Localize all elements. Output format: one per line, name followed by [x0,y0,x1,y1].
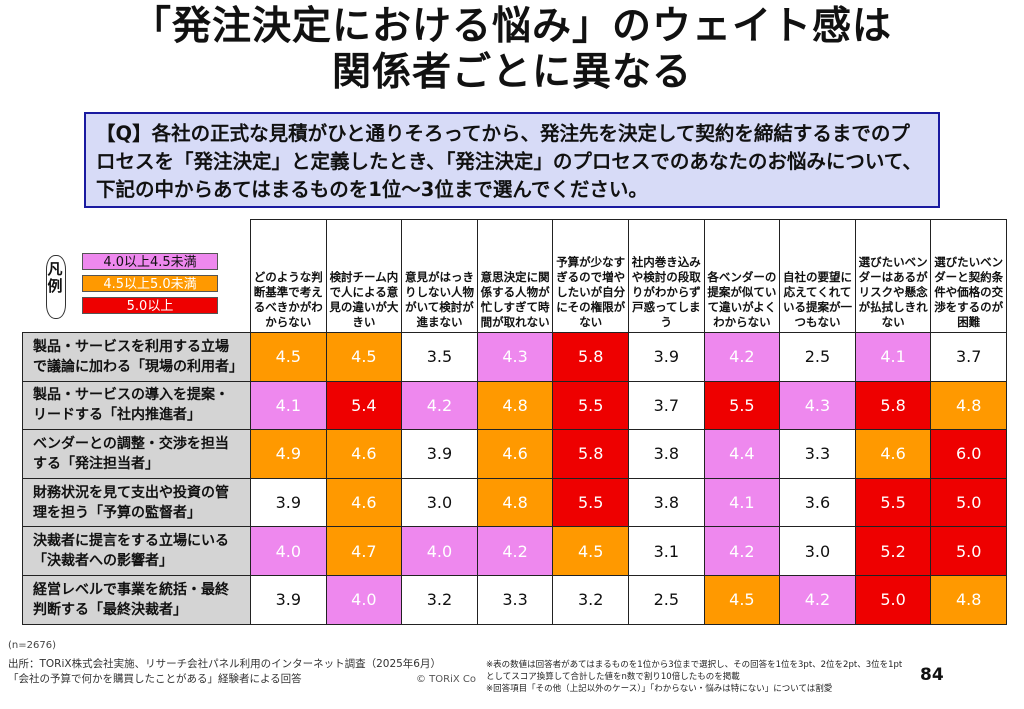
row-header-5: 決裁者に提言をする立場にいる「決裁者への影響者」 [22,526,251,576]
value-cell: 4.6 [476,429,554,479]
value-cell: 3.9 [250,575,327,625]
value-cell: 4.1 [250,380,327,431]
column-header-8: 自社の要望に応えてくれている提案が一つもない [779,219,856,333]
question-box: 【Q】各社の正式な見積がひと通りそろってから、発注先を決定して契約を締結するまで… [84,112,940,208]
column-header-6: 社内巻き込みや検討の段取りがわからず戸惑ってしまう [628,219,705,333]
value-cell: 4.5 [552,526,629,576]
column-header-7: 各ベンダーの提案が似ていて違いがよくわからない [703,219,781,333]
value-cell: 4.2 [779,575,856,625]
value-cell: 4.6 [854,429,932,479]
value-cell: 3.6 [779,477,856,528]
value-cell: 3.3 [779,429,856,479]
value-cell: 4.2 [401,380,478,431]
row-header-2: 製品・サービスの導入を提案・リードする「社内推進者」 [22,380,251,431]
value-cell: 3.3 [476,575,554,625]
value-cell: 4.8 [476,380,554,431]
value-cell: 4.2 [703,332,781,382]
value-cell: 5.8 [552,332,629,382]
source-line-1: 出所：TORiX株式会社実施、リサーチ会社パネル利用のインターネット調査（202… [8,658,441,670]
value-cell: 3.9 [628,332,705,382]
value-cell: 4.1 [854,332,932,382]
value-cell: 4.5 [250,332,327,382]
legend-label: 凡例 [44,255,66,319]
value-cell: 5.5 [552,380,629,431]
value-cell: 3.7 [930,332,1007,382]
legend-item-pink: 4.0以上4.5未満 [82,253,218,270]
value-cell: 4.5 [703,575,781,625]
row-header-3: ベンダーとの調整・交渉を担当する「発注担当者」 [22,429,251,479]
source-line-2: 「会社の予算で何かを購買したことがある」経験者による回答 [8,673,302,685]
value-cell: 4.2 [476,526,554,576]
page-number: 84 [920,665,944,685]
column-header-2: 検討チーム内で人による意見の違いが大きい [325,219,403,333]
footnote-3: ※回答項目「その他（上記以外のケース）」「わからない・悩みは特にない」については… [486,684,833,694]
value-cell: 3.8 [628,429,705,479]
value-cell: 4.7 [325,526,403,576]
value-cell: 5.2 [854,526,932,576]
value-cell: 5.0 [930,477,1007,528]
value-cell: 3.7 [628,380,705,431]
value-cell: 5.8 [552,429,629,479]
row-header-1: 製品・サービスを利用する立場で議論に加わる「現場の利用者」 [22,332,251,382]
value-cell: 3.9 [401,429,478,479]
title-line-1: 「発注決定における悩み」のウェイト感は [131,4,892,49]
source-text: 出所：TORiX株式会社実施、リサーチ会社パネル利用のインターネット調査（202… [8,657,441,687]
value-cell: 4.0 [250,526,327,576]
value-cell: 4.8 [930,380,1007,431]
page-title: 「発注決定における悩み」のウェイト感は 関係者ごとに異なる [0,4,1024,96]
value-cell: 4.9 [250,429,327,479]
value-cell: 3.2 [401,575,478,625]
value-cell: 4.4 [703,429,781,479]
value-cell: 5.5 [703,380,781,431]
copyright: © TORiX Co [416,674,477,685]
value-cell: 3.8 [628,477,705,528]
value-cell: 4.6 [325,477,403,528]
value-cell: 5.5 [854,477,932,528]
title-line-2: 関係者ごとに異なる [331,50,692,95]
value-cell: 3.0 [779,526,856,576]
value-cell: 2.5 [779,332,856,382]
column-header-10: 選びたいベンダーと契約条件や価格の交渉をするのが困難 [930,219,1007,333]
row-header-4: 財務状況を見て支出や投資の管理を担う「予算の監督者」 [22,477,251,528]
legend-label-text: 凡例 [47,260,63,295]
column-header-3: 意見がはっきりしない人物がいて検討が進まない [401,219,478,333]
column-header-5: 予算が少なすぎるので増やしたいが自分にその権限がない [552,219,629,333]
footnote-1: ※表の数値は回答者があてはまるものを1位から3位まで選択し、その回答を1位を3p… [486,660,903,670]
value-cell: 3.0 [401,477,478,528]
value-cell: 2.5 [628,575,705,625]
value-cell: 5.8 [854,380,932,431]
row-header-6: 経営レベルで事業を統括・最終判断する「最終決裁者」 [22,575,251,625]
value-cell: 4.0 [401,526,478,576]
value-cell: 3.2 [552,575,629,625]
sample-size: (n=2676) [8,640,56,651]
value-cell: 5.0 [854,575,932,625]
value-cell: 6.0 [930,429,1007,479]
value-cell: 4.8 [476,477,554,528]
value-cell: 4.0 [325,575,403,625]
value-cell: 4.1 [703,477,781,528]
value-cell: 3.5 [401,332,478,382]
value-cell: 4.8 [930,575,1007,625]
footnote-2: としてスコア換算して合計した値をn数で割り10倍したものを掲載 [486,672,740,682]
footnotes: ※表の数値は回答者があてはまるものを1位から3位まで選択し、その回答を1位を3p… [486,659,906,695]
value-cell: 4.3 [779,380,856,431]
legend-item-orange: 4.5以上5.0未満 [82,275,218,292]
value-cell: 4.6 [325,429,403,479]
value-cell: 3.9 [250,477,327,528]
value-cell: 4.5 [325,332,403,382]
value-cell: 3.1 [628,526,705,576]
value-cell: 5.0 [930,526,1007,576]
column-header-4: 意思決定に関係する人物が忙しすぎて時間が取れない [476,219,554,333]
value-cell: 4.2 [703,526,781,576]
column-header-9: 選びたいベンダーはあるがリスクや懸念が払拭しきれない [854,219,932,333]
value-cell: 4.3 [476,332,554,382]
column-header-1: どのような判断基準で考えるべきかがわからない [250,219,327,333]
legend: 凡例 4.0以上4.5未満 4.5以上5.0未満 5.0以上 [44,253,234,319]
value-cell: 5.4 [325,380,403,431]
legend-item-red: 5.0以上 [82,297,218,314]
value-cell: 5.5 [552,477,629,528]
